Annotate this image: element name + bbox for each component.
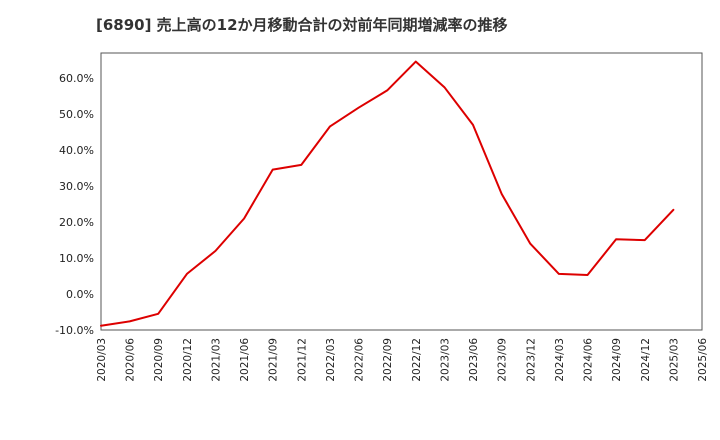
y-tick-label: 20.0% — [59, 216, 94, 229]
x-tick-label: 2024/06 — [583, 338, 595, 382]
x-tick-label: 2024/09 — [611, 338, 623, 382]
data-point — [186, 273, 188, 275]
data-point — [558, 273, 560, 275]
x-tick-label: 2025/06 — [697, 338, 709, 382]
y-tick-label: -10.0% — [55, 324, 94, 337]
x-axis-ticks: 2020/03 2020/06 2020/09 2020/12 2021/03 2021/… — [96, 338, 709, 382]
y-tick-label: 0.0% — [66, 288, 94, 301]
data-point — [157, 313, 159, 315]
data-point — [214, 250, 216, 252]
x-tick-label: 2024/12 — [640, 338, 652, 382]
data-point — [300, 164, 302, 166]
series-line — [100, 60, 675, 327]
series-layer — [100, 60, 675, 327]
y-tick-label: 50.0% — [59, 108, 94, 121]
data-point — [329, 125, 331, 127]
x-tick-label: 2022/09 — [382, 338, 394, 382]
data-point — [100, 325, 102, 327]
x-tick-label: 2023/06 — [468, 338, 480, 382]
data-point — [358, 107, 360, 109]
data-point — [386, 89, 388, 91]
x-tick-label: 2022/03 — [325, 338, 337, 382]
plot-frame — [100, 52, 703, 331]
x-tick-label: 2020/12 — [182, 338, 194, 382]
data-point — [129, 320, 131, 322]
data-point — [501, 193, 503, 195]
data-point — [243, 217, 245, 219]
y-tick-label: 60.0% — [59, 72, 94, 85]
x-tick-label: 2021/06 — [239, 338, 251, 382]
x-tick-label: 2021/09 — [268, 338, 280, 382]
data-point — [529, 243, 531, 245]
data-point — [644, 239, 646, 241]
y-tick-label: 40.0% — [59, 144, 94, 157]
axes — [100, 52, 703, 331]
x-tick-label: 2023/12 — [525, 338, 537, 382]
x-tick-label: 2022/12 — [411, 338, 423, 382]
data-point — [587, 274, 589, 276]
y-tick-label: 30.0% — [59, 180, 94, 193]
y-tick-label: 10.0% — [59, 252, 94, 265]
data-point — [472, 124, 474, 126]
x-tick-label: 2020/03 — [96, 338, 108, 382]
data-point — [615, 238, 617, 240]
data-point — [443, 86, 445, 88]
x-tick-label: 2020/09 — [153, 338, 165, 382]
x-tick-label: 2023/03 — [439, 338, 451, 382]
chart-title: [6890] 売上高の12か月移動合計の対前年同期増減率の推移 — [96, 16, 508, 34]
data-point — [415, 61, 417, 63]
x-tick-label: 2024/03 — [554, 338, 566, 382]
x-tick-label: 2020/06 — [125, 338, 137, 382]
x-tick-label: 2022/06 — [354, 338, 366, 382]
x-tick-label: 2021/12 — [296, 338, 308, 382]
x-tick-label: 2021/03 — [210, 338, 222, 382]
data-point — [672, 209, 674, 211]
y-axis-ticks: -10.0% 0.0% 10.0% 20.0% 30.0% 40.0% 50.0% 60.0% — [55, 72, 94, 337]
x-tick-label: 2025/03 — [668, 338, 680, 382]
x-tick-label: 2023/09 — [497, 338, 509, 382]
data-point — [272, 169, 274, 171]
